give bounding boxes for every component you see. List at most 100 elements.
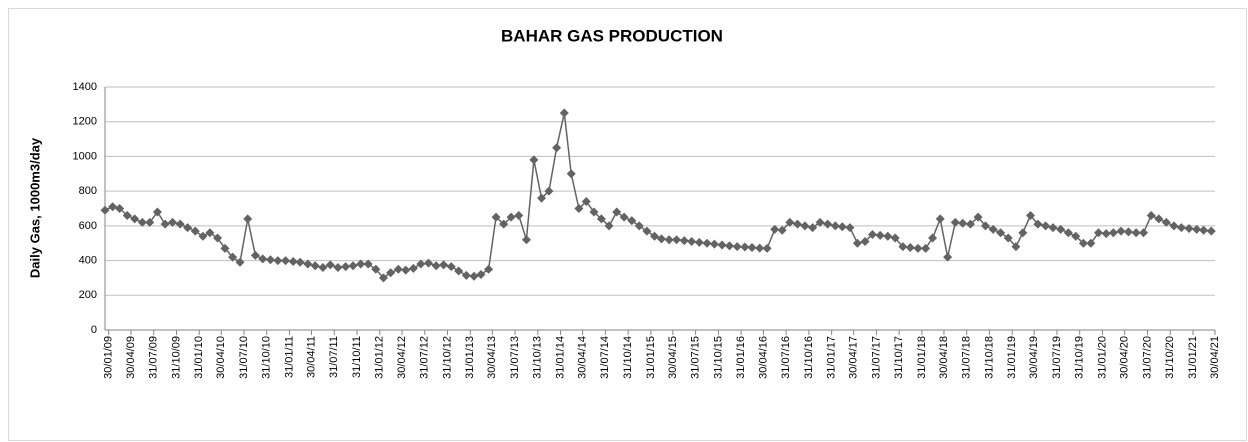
y-tick-label: 0 xyxy=(91,324,97,336)
marker xyxy=(1094,228,1104,238)
marker xyxy=(130,214,140,224)
marker xyxy=(988,224,998,234)
marker xyxy=(823,219,833,229)
marker xyxy=(363,259,373,269)
marker xyxy=(642,226,652,236)
marker xyxy=(845,223,855,233)
marker xyxy=(378,273,388,283)
marker xyxy=(589,207,599,217)
marker xyxy=(860,236,870,246)
marker xyxy=(1025,210,1035,220)
marker xyxy=(581,197,591,207)
marker xyxy=(619,212,629,222)
marker xyxy=(160,219,170,229)
marker xyxy=(732,242,742,252)
marker xyxy=(740,242,750,252)
marker xyxy=(973,212,983,222)
marker xyxy=(808,223,818,233)
marker xyxy=(1116,226,1126,236)
marker xyxy=(401,265,411,275)
marker xyxy=(1101,229,1111,239)
marker xyxy=(281,256,291,266)
y-tick-label: 600 xyxy=(79,220,97,232)
marker xyxy=(258,254,268,264)
marker xyxy=(1131,228,1141,238)
marker xyxy=(958,218,968,228)
x-tick-label: 31/10/10 xyxy=(261,336,273,379)
marker xyxy=(499,219,509,229)
marker xyxy=(980,221,990,231)
marker xyxy=(152,207,162,217)
marker xyxy=(371,264,381,274)
marker xyxy=(469,271,479,281)
marker xyxy=(356,259,366,269)
marker xyxy=(905,243,915,253)
x-tick-label: 31/01/16 xyxy=(735,336,747,379)
marker xyxy=(303,259,313,269)
marker xyxy=(537,193,547,203)
marker xyxy=(852,238,862,248)
marker xyxy=(612,207,622,217)
marker xyxy=(1192,224,1202,234)
marker xyxy=(747,243,757,253)
x-tick-label: 31/10/14 xyxy=(622,336,634,379)
marker xyxy=(198,231,208,241)
x-tick-label: 30/04/10 xyxy=(215,336,227,379)
marker xyxy=(943,252,953,262)
marker xyxy=(1048,223,1058,233)
marker xyxy=(408,263,418,273)
y-tick-label: 400 xyxy=(79,254,97,266)
marker xyxy=(213,233,223,243)
marker xyxy=(122,210,132,220)
marker xyxy=(1041,221,1051,231)
marker xyxy=(439,260,449,270)
marker xyxy=(348,261,358,271)
x-tick-label: 31/01/10 xyxy=(193,336,205,379)
marker xyxy=(559,108,569,118)
x-tick-label: 31/07/09 xyxy=(148,336,160,379)
x-tick-label: 31/07/12 xyxy=(419,336,431,379)
marker xyxy=(875,230,885,240)
marker xyxy=(664,235,674,245)
marker xyxy=(883,231,893,241)
x-tick-label: 31/10/11 xyxy=(351,336,363,378)
marker xyxy=(137,217,147,227)
y-tick-label: 1200 xyxy=(73,116,97,128)
marker xyxy=(755,243,765,253)
x-tick-label: 31/07/19 xyxy=(1051,336,1063,379)
x-tick-label: 30/04/17 xyxy=(848,336,860,379)
marker xyxy=(190,226,200,236)
x-tick-label: 31/10/13 xyxy=(532,336,544,379)
marker xyxy=(656,234,666,244)
marker xyxy=(325,260,335,270)
x-tick-label: 31/01/21 xyxy=(1187,336,1199,379)
marker xyxy=(288,256,298,266)
marker xyxy=(416,259,426,269)
marker xyxy=(484,264,494,274)
marker xyxy=(679,236,689,246)
y-tick-label: 1400 xyxy=(73,81,97,93)
marker xyxy=(1018,228,1028,238)
marker xyxy=(1161,217,1171,227)
marker xyxy=(815,217,825,227)
x-tick-label: 30/04/18 xyxy=(938,336,950,379)
marker xyxy=(318,263,328,273)
marker xyxy=(273,256,283,266)
x-tick-label: 31/01/18 xyxy=(916,336,928,379)
marker xyxy=(574,204,584,213)
x-tick-label: 31/01/15 xyxy=(645,336,657,379)
x-tick-label: 30/04/15 xyxy=(667,336,679,379)
marker xyxy=(145,217,155,227)
x-tick-label: 30/01/09 xyxy=(103,336,115,379)
marker xyxy=(1063,228,1073,238)
y-axis-label: Daily Gas, 1000m3/day xyxy=(27,137,42,278)
x-tick-label: 31/07/15 xyxy=(690,336,702,379)
marker xyxy=(566,169,576,179)
x-tick-label: 30/04/14 xyxy=(576,336,588,379)
y-tick-label: 800 xyxy=(79,185,97,197)
x-tick-label: 30/04/09 xyxy=(125,336,137,379)
marker xyxy=(115,204,125,213)
marker xyxy=(724,241,734,251)
marker xyxy=(702,238,712,248)
